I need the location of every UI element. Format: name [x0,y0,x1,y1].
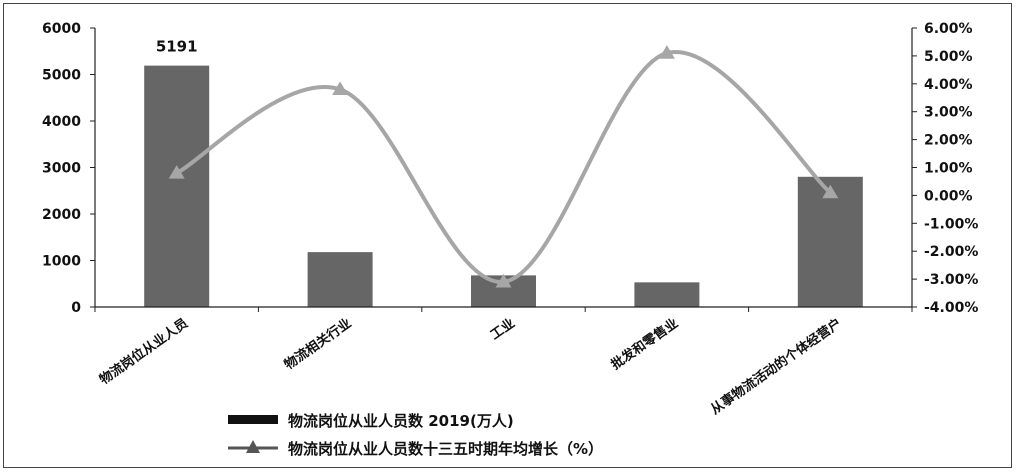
x-tick-label: 工业 [487,315,517,343]
legend-line-label: 物流岗位从业人员数十三五时期年均增长（%） [288,440,603,458]
left-tick-label: 0 [71,300,81,316]
x-tick-label: 物流岗位从业人员 [97,315,191,388]
growth-line [175,49,832,284]
legend-triangle-marker [246,440,260,453]
left-tick-label: 4000 [42,114,81,130]
right-tick-label: 2.00% [924,133,973,149]
right-tick-label: 5.00% [924,49,973,65]
line-series [168,45,839,288]
legend-bar-label: 物流岗位从业人员数 2019(万人) [288,412,514,430]
legend: 物流岗位从业人员数 2019(万人) 物流岗位从业人员数十三五时期年均增长（%） [228,412,603,458]
right-tick-label: 4.00% [924,77,973,93]
x-tick-label: 物流相关行业 [281,315,354,373]
triangle-marker [495,273,512,288]
right-tick-label: -3.00% [924,272,978,288]
x-tick-label: 批发和零售业 [608,315,681,373]
right-tick-label: 3.00% [924,105,973,121]
left-tick-label: 3000 [42,161,81,177]
legend-bar-swatch [228,415,278,424]
bar [144,65,210,307]
right-tick-label: -1.00% [924,216,978,232]
labels: 5191 [156,38,198,56]
chart-frame [3,3,1012,468]
right-tick-label: 0.00% [924,188,973,204]
right-tick-label: -2.00% [924,244,978,260]
bar-series [144,65,863,307]
left-tick-label: 5000 [42,68,81,84]
triangle-marker [822,184,839,199]
x-tick-label: 从事物流活动的个体经营户 [708,315,845,418]
triangle-marker [658,45,675,59]
right-tick-label: 6.00% [924,21,973,37]
right-tick-label: 1.00% [924,161,973,177]
bar [634,282,700,307]
left-tick-label: 6000 [42,21,81,37]
bar [797,176,863,307]
left-tick-label: 2000 [42,207,81,223]
right-tick-label: -4.00% [924,300,978,316]
triangle-marker [168,165,185,179]
bar [307,252,373,307]
bar-data-label: 5191 [156,38,198,56]
triangle-marker [332,81,349,95]
left-tick-label: 1000 [42,254,81,270]
